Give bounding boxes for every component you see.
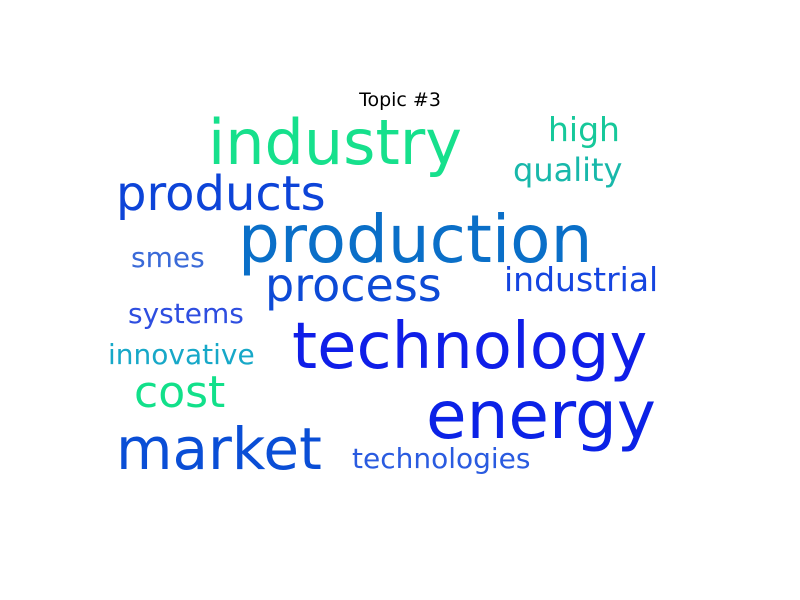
word-industrial: industrial (504, 260, 659, 299)
word-technology: technology (292, 310, 648, 384)
word-market: market (116, 415, 322, 483)
word-technologies: technologies (352, 442, 531, 475)
word-products: products (116, 166, 326, 222)
word-industry: industry (208, 106, 462, 179)
word-quality: quality (513, 151, 623, 189)
word-cost: cost (134, 367, 226, 418)
figure-title: Topic #3 (359, 89, 441, 111)
word-smes: smes (131, 241, 205, 274)
word-energy: energy (426, 377, 656, 454)
word-process: process (265, 258, 442, 312)
word-systems: systems (128, 297, 244, 330)
word-high: high (548, 110, 620, 149)
word-production: production (238, 201, 593, 278)
word-innovative: innovative (108, 338, 255, 371)
